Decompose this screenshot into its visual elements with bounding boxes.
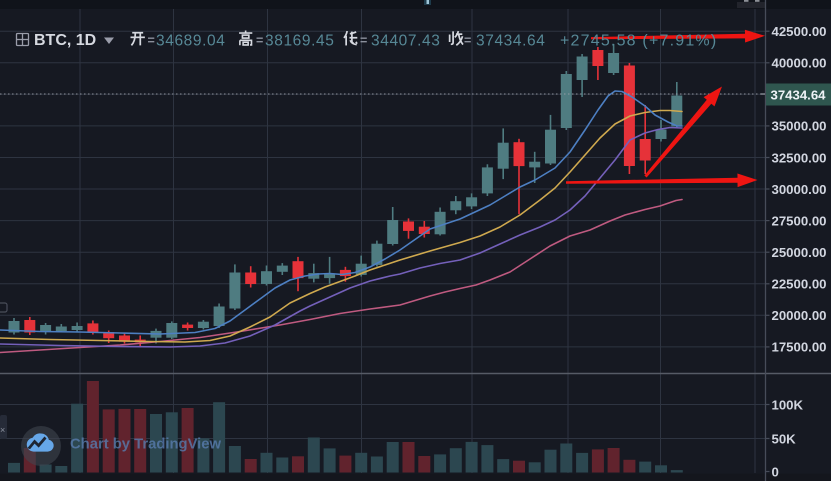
svg-text:=: = <box>148 34 155 48</box>
svg-text:38169.45: 38169.45 <box>265 33 334 50</box>
svg-text:=: = <box>256 34 263 48</box>
svg-text:=: = <box>464 34 471 48</box>
svg-text:BTC, 1D: BTC, 1D <box>34 32 96 49</box>
svg-text:34407.43: 34407.43 <box>371 33 440 50</box>
svg-text:30000.00: 30000.00 <box>772 182 827 197</box>
svg-text:34689.04: 34689.04 <box>156 33 225 50</box>
svg-text:37434.64: 37434.64 <box>771 87 827 102</box>
svg-text:35000.00: 35000.00 <box>772 119 827 134</box>
svg-text:20000.00: 20000.00 <box>772 308 827 323</box>
svg-text:0: 0 <box>772 464 779 479</box>
svg-text:17500.00: 17500.00 <box>772 340 827 355</box>
svg-text:25000.00: 25000.00 <box>772 245 827 260</box>
svg-text:100K: 100K <box>772 397 804 412</box>
svg-text:27500.00: 27500.00 <box>772 213 827 228</box>
svg-text:Chart by TradingView: Chart by TradingView <box>70 437 222 453</box>
svg-text:+2745.58 (+7.91%): +2745.58 (+7.91%) <box>560 33 717 50</box>
svg-text:37434.64: 37434.64 <box>476 33 545 50</box>
svg-text:×: × <box>0 425 5 435</box>
svg-text:42500.00: 42500.00 <box>772 24 827 39</box>
svg-text:=: = <box>360 34 367 48</box>
svg-text:40000.00: 40000.00 <box>772 56 827 71</box>
svg-text:32500.00: 32500.00 <box>772 150 827 165</box>
svg-text:50K: 50K <box>772 431 797 446</box>
svg-text:22500.00: 22500.00 <box>772 277 827 292</box>
